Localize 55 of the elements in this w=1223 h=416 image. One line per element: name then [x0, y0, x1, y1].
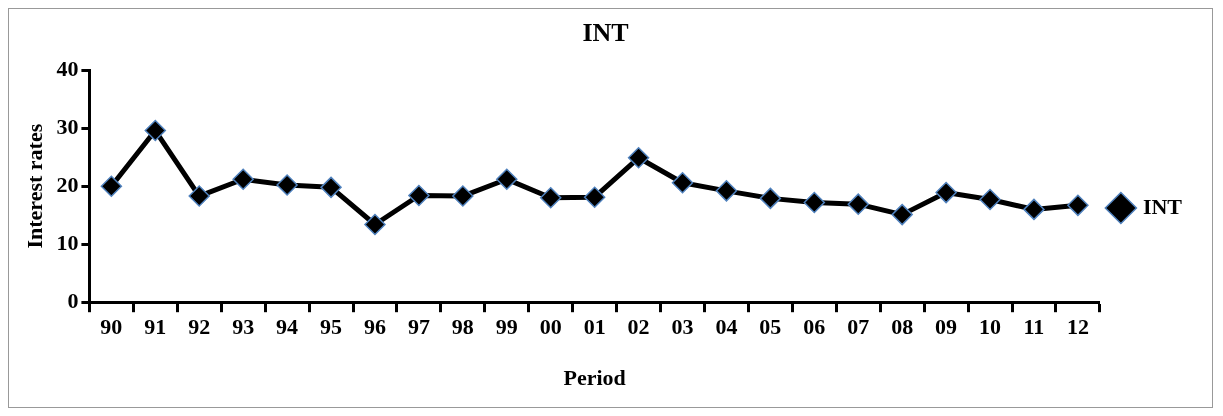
point — [408, 184, 430, 207]
y-tick-label: 40 — [56, 55, 79, 81]
x-tick-label: 00 — [539, 314, 562, 340]
legend-label: INT — [1142, 193, 1183, 219]
point — [320, 176, 342, 199]
x-tick-label: 03 — [671, 314, 694, 340]
point — [715, 180, 738, 202]
point — [671, 171, 694, 194]
point — [496, 168, 518, 190]
chart-title: INT — [582, 18, 629, 48]
point — [1067, 194, 1089, 217]
x-tick-label: 93 — [232, 314, 255, 340]
x-tick-label: 96 — [363, 314, 386, 340]
point — [276, 174, 298, 196]
x-tick-label: 98 — [451, 314, 474, 340]
point — [935, 181, 957, 204]
x-tick-label: 04 — [715, 314, 738, 340]
x-axis-title: Period — [563, 365, 626, 391]
point — [803, 191, 826, 214]
point — [232, 168, 254, 190]
point — [539, 187, 562, 209]
x-tick-label: 99 — [495, 314, 518, 340]
y-tick-label: 10 — [56, 229, 79, 255]
x-tick-label: 92 — [188, 314, 211, 340]
x-tick-label: 07 — [847, 314, 870, 340]
point — [144, 119, 167, 142]
x-tick-label: 90 — [100, 314, 123, 340]
point — [452, 185, 474, 207]
x-tick-label: 97 — [407, 314, 430, 340]
point — [364, 213, 386, 236]
x-tick-label: 11 — [1023, 314, 1045, 340]
point — [188, 185, 210, 207]
x-tick-label: 12 — [1066, 314, 1089, 340]
x-tick-label: 09 — [935, 314, 958, 340]
point — [627, 147, 650, 169]
x-tick-label: 08 — [891, 314, 914, 340]
x-tick-label: 94 — [276, 314, 299, 340]
point — [1023, 198, 1045, 221]
x-tick-label: 05 — [759, 314, 782, 340]
x-tick-label: 02 — [627, 314, 650, 340]
x-tick-label: 91 — [144, 314, 167, 340]
point — [891, 203, 913, 226]
x-tick-label: 01 — [583, 314, 606, 340]
point — [979, 188, 1001, 211]
y-tick-label: 0 — [67, 287, 79, 313]
point — [100, 175, 123, 197]
point — [847, 193, 869, 215]
point — [759, 187, 782, 210]
x-tick-label: 06 — [803, 314, 826, 340]
x-tick-label: 95 — [320, 314, 343, 340]
x-tick-label: 10 — [979, 314, 1002, 340]
y-axis-title: Interest rates — [21, 123, 47, 249]
y-tick-label: 30 — [56, 113, 79, 139]
point — [583, 186, 606, 208]
y-tick-label: 20 — [56, 171, 79, 197]
